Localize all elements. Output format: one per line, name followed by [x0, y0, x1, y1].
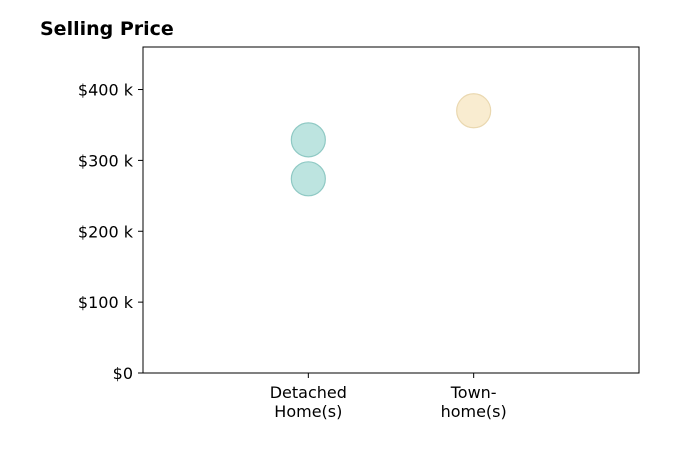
x-tick-label: Town-home(s) [441, 383, 507, 421]
y-axis: $0 $100 k $200 k $300 k $400 k [78, 81, 143, 383]
chart-title: Selling Price [40, 18, 174, 40]
y-tick-label: $0 [113, 364, 133, 383]
data-point [290, 122, 326, 158]
data-point [290, 161, 326, 197]
x-tick-label-line: Detached [270, 383, 347, 402]
x-tick-label-line: Town- [450, 383, 497, 402]
y-tick-label: $200 k [78, 222, 134, 241]
data-points [290, 93, 492, 197]
data-point [456, 93, 492, 129]
x-axis: Detached Home(s) Town-home(s) [270, 373, 507, 421]
x-tick-label-line: home(s) [441, 402, 507, 421]
plot-frame [142, 46, 640, 374]
x-tick-label-line: Home(s) [274, 402, 342, 421]
y-tick-label: $400 k [78, 81, 134, 100]
x-tick-label: Detached Home(s) [270, 383, 347, 421]
y-tick-label: $100 k [78, 293, 134, 312]
y-tick-label: $300 k [78, 151, 134, 170]
